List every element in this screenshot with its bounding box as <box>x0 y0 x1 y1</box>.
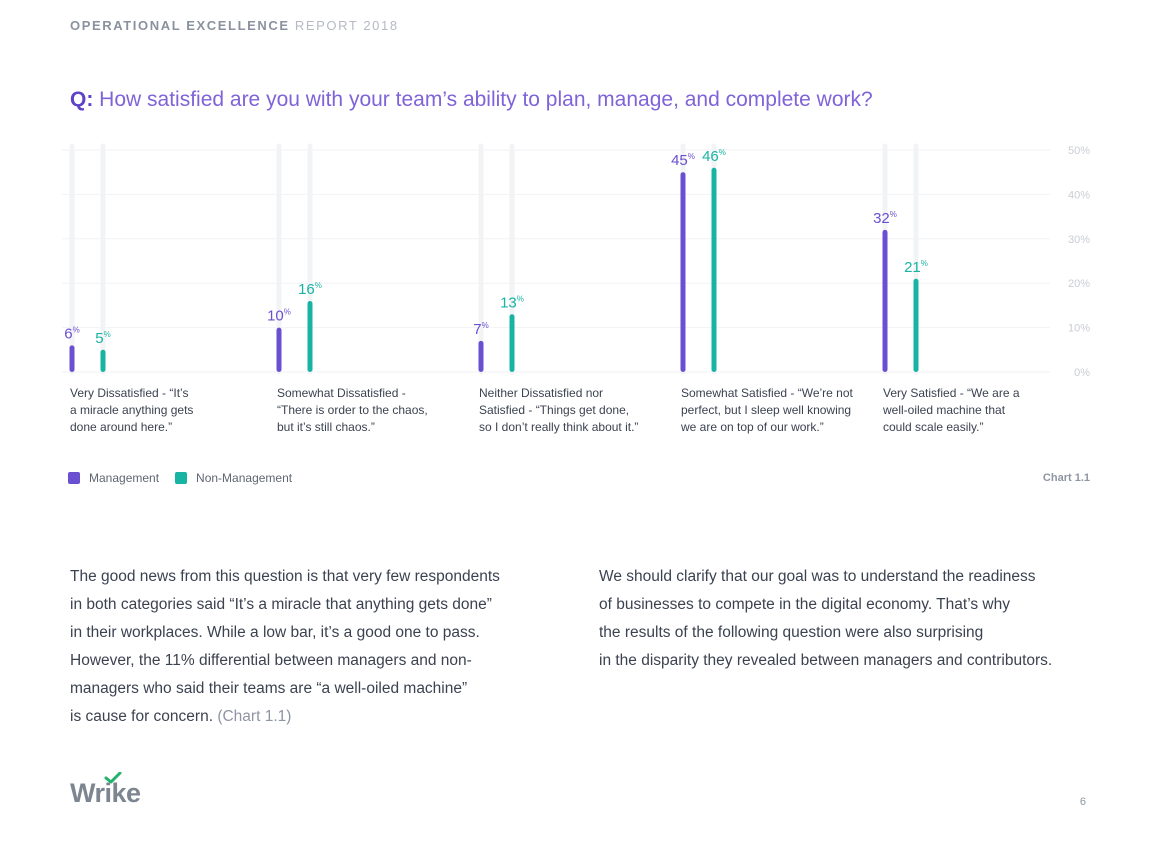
data-label: 32% <box>873 210 897 227</box>
chart-legend: Management Non-Management <box>68 471 308 485</box>
bar <box>100 349 106 372</box>
bar <box>680 172 686 372</box>
category-label-line: Somewhat Dissatisfied - <box>277 386 406 400</box>
bar <box>711 167 717 372</box>
body-text-right: We should clarify that our goal was to u… <box>599 563 1052 675</box>
bar <box>478 340 484 372</box>
category-label-line: but it’s still chaos.” <box>277 420 375 434</box>
data-label: 46% <box>702 148 726 165</box>
y-tick-label: 0% <box>1074 367 1090 379</box>
body-left-line-last: is cause for concern. (Chart 1.1) <box>70 703 500 731</box>
category-label: Somewhat Satisfied - “We’re not perfect, … <box>681 385 853 436</box>
body-left-line: However, the 11% differential between ma… <box>70 652 472 669</box>
data-label: 5% <box>95 330 110 347</box>
y-tick-label: 50% <box>1068 145 1090 157</box>
question-text: How satisfied are you with your team’s a… <box>99 88 873 111</box>
chart-id: Chart 1.1 <box>1042 472 1090 484</box>
data-label: 13% <box>500 294 524 311</box>
category-label-line: could scale easily.” <box>883 420 984 434</box>
chart-reference: (Chart 1.1) <box>217 708 292 725</box>
question-prefix: Q: <box>70 88 94 111</box>
body-text-left: The good news from this question is that… <box>70 563 500 731</box>
category-label-line: so I don’t really think about it.” <box>479 420 639 434</box>
data-label: 6% <box>64 325 79 342</box>
body-left-line: managers who said their teams are “a wel… <box>70 680 468 697</box>
body-left-line: The good news from this question is that… <box>70 568 500 585</box>
legend-item-non-management: Non-Management <box>175 471 292 485</box>
body-right-line: in the disparity they revealed between m… <box>599 652 1053 669</box>
report-header-subtitle: REPORT 2018 <box>294 18 399 33</box>
report-header: OPERATIONAL EXCELLENCE REPORT 2018 <box>70 18 399 33</box>
legend-item-management: Management <box>68 471 159 485</box>
category-label-line: Satisfied - “Things get done, <box>479 403 630 417</box>
logo-text: Wrike <box>70 778 141 808</box>
category-label-line: perfect, but I sleep well knowing <box>681 403 852 417</box>
data-label: 7% <box>473 321 488 338</box>
data-label: 45% <box>671 152 695 169</box>
body-right-line: the results of the following question we… <box>599 624 984 641</box>
bar <box>882 229 888 372</box>
y-tick-label: 40% <box>1068 189 1090 201</box>
bar <box>276 327 282 372</box>
body-left-line: in both categories said “It’s a miracle … <box>70 596 492 613</box>
y-tick-label: 30% <box>1068 234 1090 246</box>
checkmark-icon <box>104 772 122 784</box>
y-tick-label: 10% <box>1068 323 1090 335</box>
category-label-line: done around here.” <box>70 420 173 434</box>
data-label: 16% <box>298 281 322 298</box>
bar-chart: 0% 10% 20% 30% 40% 50% 6% 10% 7% 45% 32% 5% 16% 13% 46… <box>62 143 1090 379</box>
bar <box>509 314 515 372</box>
page-number: 6 <box>1079 796 1086 808</box>
chart-question: Q: How satisfied are you with your team’… <box>70 88 873 112</box>
bar <box>307 300 313 372</box>
category-label: Somewhat Dissatisfied - “There is order t… <box>277 385 428 436</box>
legend-label-non-management: Non-Management <box>196 471 293 485</box>
category-label-line: “There is order to the chaos, <box>277 403 428 417</box>
category-label-line: a miracle anything gets <box>70 403 194 417</box>
category-label-line: Neither Dissatisfied nor <box>479 386 604 400</box>
legend-swatch-management <box>68 472 80 484</box>
category-label: Neither Dissatisfied nor Satisfied - “Thi… <box>479 385 638 436</box>
category-label: Very Dissatisfied - “It’s a miracle anyth… <box>70 385 193 436</box>
category-label: Very Satisfied - “We are a well-oiled mac… <box>883 385 1020 436</box>
category-label-line: we are on top of our work.” <box>681 420 824 434</box>
data-label: 21% <box>904 259 928 276</box>
data-label: 10% <box>267 308 291 325</box>
y-tick-label: 20% <box>1068 278 1090 290</box>
report-header-title: OPERATIONAL EXCELLENCE <box>70 18 290 33</box>
bar <box>913 278 919 372</box>
wrike-logo: Wrike <box>70 772 141 809</box>
body-right-line: of businesses to compete in the digital … <box>599 596 1010 613</box>
category-label-line: Very Dissatisfied - “It’s <box>70 386 189 400</box>
category-label-line: Very Satisfied - “We are a <box>883 386 1020 400</box>
body-left-line-text: is cause for concern. <box>70 708 214 725</box>
category-label-line: well-oiled machine that <box>883 403 1006 417</box>
legend-swatch-non-management <box>175 472 188 484</box>
body-right-line: We should clarify that our goal was to u… <box>599 568 1036 585</box>
legend-label-management: Management <box>89 471 160 485</box>
bar <box>69 345 75 372</box>
body-left-line: in their workplaces. While a low bar, it… <box>70 624 480 641</box>
category-label-line: Somewhat Satisfied - “We’re not <box>681 386 853 400</box>
